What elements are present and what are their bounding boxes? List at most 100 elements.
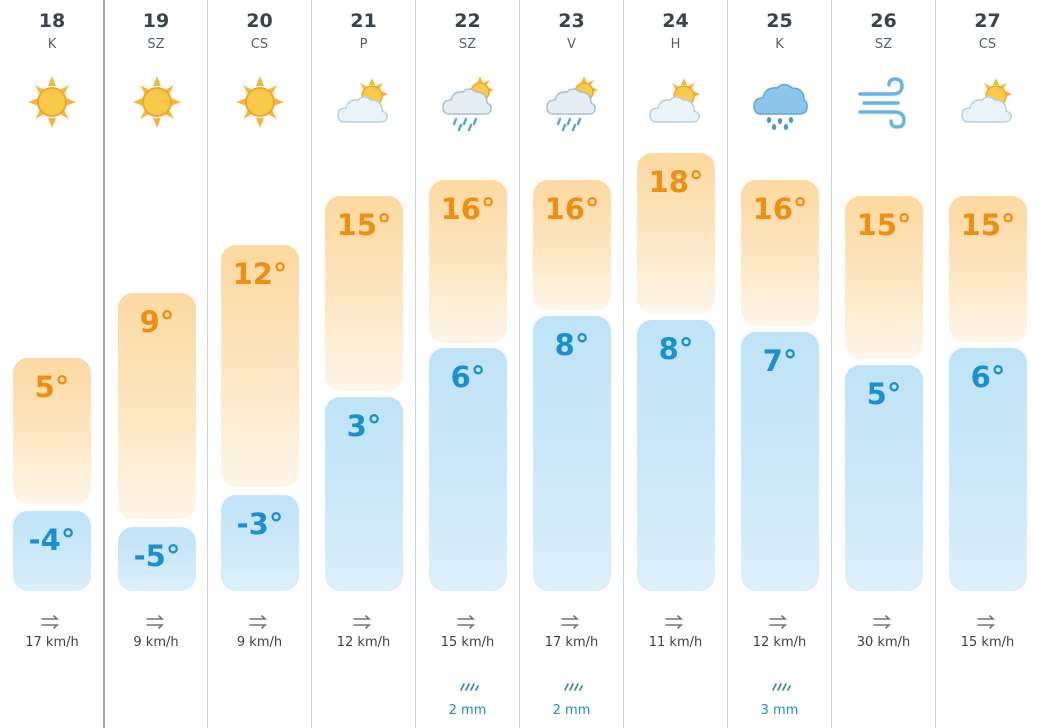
high-temp: 16° [544,192,600,226]
day-of-week: K [47,37,57,52]
high-temp: 16° [752,192,808,226]
wind-icon [249,615,267,629]
high-temp-bar: 16° [741,180,819,326]
high-temp-bar: 12° [221,245,299,487]
high-temp: 18° [648,165,704,199]
wind-icon [977,615,995,629]
high-temp-bar: 18° [637,153,715,313]
high-temp: 15° [336,208,392,242]
wind-icon [457,615,475,629]
day-of-week: SZ [458,37,477,52]
wind-icon [769,615,787,629]
wind-icon [665,615,683,629]
day-of-week: K [775,37,784,52]
rain-icon [460,683,479,691]
wind-speed: 11 km/h [648,635,703,650]
high-temp-bar: 15° [949,196,1027,342]
high-temp-bar: 16° [533,180,611,310]
wind-speed: 9 km/h [133,635,179,650]
wind-speed: 30 km/h [856,635,911,650]
day-of-week: SZ [874,37,893,52]
low-temp-bar: -3° [221,495,299,591]
wind-icon [561,615,579,629]
day-date: 18 [38,10,66,32]
day-date: 23 [558,10,585,32]
low-temp: -3° [236,507,284,541]
day-of-week: H [670,37,681,52]
precipitation-amount: 3 mm [760,703,799,718]
low-temp: 5° [866,377,902,411]
wind-speed: 15 km/h [960,635,1015,650]
low-temp-bar: 8° [637,320,715,591]
forecast-day-20[interactable]: 20 CS 12° -3° 9 km/h [207,0,311,728]
partly-cloudy-icon [337,78,388,123]
day-date: 26 [870,10,897,32]
day-date: 25 [766,10,793,32]
low-temp-bar: 8° [533,316,611,591]
low-temp-bar: -4° [13,511,91,591]
sun-rain-icon [442,76,494,132]
forecast-day-26[interactable]: 26 SZ 15° 5° 30 km/h [831,0,935,728]
low-temp-bar: 5° [845,365,923,591]
day-date: 22 [454,10,481,32]
forecast-day-27[interactable]: 27 CS 15° 6° 15 km/h [935,0,1038,728]
sun-icon [133,76,181,128]
high-temp: 16° [440,192,496,226]
day-of-week: SZ [147,37,165,52]
wind-icon [146,615,164,629]
wind-speed: 12 km/h [752,635,807,650]
strong-wind-icon [858,77,906,129]
forecast-day-22[interactable]: 22 SZ 16° 6° 15 km/h [415,0,519,728]
forecast-day-25[interactable]: 25 K 16° 7° 12 km/h 3 mm [727,0,831,728]
partly-cloudy-icon [961,78,1012,123]
high-temp-bar: 15° [325,196,403,391]
high-temp-bar: 5° [13,358,91,504]
wind-speed: 12 km/h [336,635,391,650]
low-temp-bar: 6° [429,348,507,591]
forecast-day-19[interactable]: 19 SZ 9° -5° 9 km/h [103,0,207,728]
forecast-day-23[interactable]: 23 V 16° 8° 17 km/h [519,0,623,728]
wind-icon [353,615,371,629]
forecast-day-24[interactable]: 24 H 18° 8° 11 km/h [623,0,727,728]
low-temp: 3° [346,409,382,443]
day-of-week: P [359,37,368,52]
day-of-week: CS [250,37,269,52]
high-temp: 12° [232,257,288,291]
high-temp: 9° [139,305,175,339]
wind-speed: 17 km/h [25,635,79,650]
low-temp: 6° [450,360,486,394]
wind-speed: 9 km/h [236,635,283,650]
wind-icon [41,615,59,629]
day-date: 19 [142,10,170,32]
high-temp-bar: 15° [845,196,923,358]
high-temp-bar: 9° [118,293,196,519]
forecast-day-21[interactable]: 21 P 15° 3° 12 km/h [311,0,415,728]
low-temp: -5° [133,539,181,573]
day-date: 21 [350,10,377,32]
high-temp: 15° [856,208,912,242]
wind-icon [873,615,891,629]
low-temp: 7° [762,344,798,378]
low-temp: 8° [554,328,590,362]
partly-cloudy-icon [649,78,700,123]
low-temp-bar: -5° [118,527,196,591]
precipitation-amount: 2 mm [552,703,591,718]
low-temp-bar: 7° [741,332,819,591]
day-date: 24 [662,10,689,32]
rain-icon [564,683,583,691]
sun-rain-icon [546,76,598,132]
forecast-day-18[interactable]: 18 K 5° -4° 17 km/h [0,0,104,728]
day-date: 20 [246,10,273,32]
high-temp: 15° [960,208,1016,242]
wind-speed: 15 km/h [440,635,495,650]
sun-icon [28,76,76,128]
rain-cloud-icon [753,83,808,130]
rain-icon [772,683,791,691]
wind-speed: 17 km/h [544,635,599,650]
low-temp-bar: 6° [949,348,1027,591]
sun-icon [236,76,284,128]
day-date: 27 [974,10,1001,32]
day-of-week: V [567,37,576,52]
low-temp: 8° [658,332,694,366]
